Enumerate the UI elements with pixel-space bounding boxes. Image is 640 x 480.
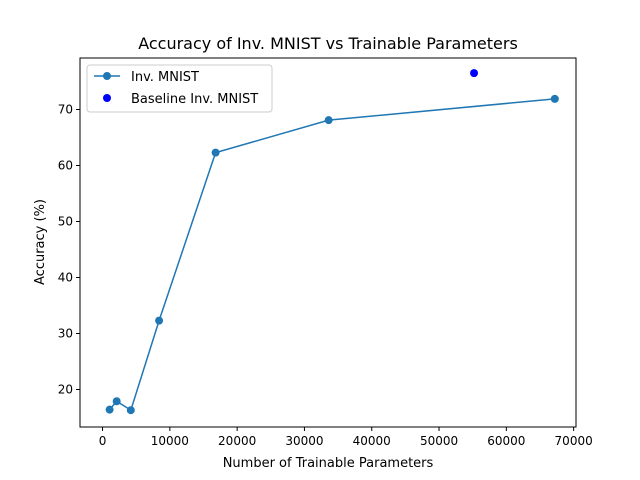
plot-frame [79, 57, 577, 428]
x-tick-label: 50000 [420, 434, 458, 448]
x-tick-label: 0 [99, 434, 107, 448]
x-tick-label: 70000 [555, 434, 593, 448]
x-axis-ticks: 0 10000 20000 30000 40000 50000 60000 70000 [99, 427, 593, 448]
y-axis-ticks: 20 30 40 50 60 70 [58, 103, 80, 396]
legend-marker-baseline-inv-mnist [103, 94, 111, 102]
y-tick-label: 40 [58, 270, 73, 284]
data-point-inv-mnist [324, 116, 333, 125]
legend-label-inv-mnist: Inv. MNIST [131, 70, 199, 85]
y-tick-label: 20 [58, 382, 73, 396]
y-tick-label: 70 [58, 103, 73, 117]
x-tick-label: 30000 [285, 434, 323, 448]
y-tick-label: 50 [58, 215, 73, 229]
legend-label-baseline-inv-mnist: Baseline Inv. MNIST [131, 92, 258, 107]
series-layer [105, 69, 559, 415]
data-point-inv-mnist [105, 405, 114, 414]
y-axis-label: Accuracy (%) [33, 199, 48, 285]
x-tick-label: 60000 [487, 434, 525, 448]
data-point-inv-mnist [550, 94, 559, 103]
legend-box [86, 64, 273, 113]
legend: Inv. MNIST Baseline Inv. MNIST [86, 64, 273, 113]
legend-marker-inv-mnist [103, 72, 111, 80]
series-line-inv-mnist [109, 98, 555, 412]
data-point-baseline-inv-mnist [470, 69, 479, 78]
x-tick-label: 10000 [151, 434, 189, 448]
data-point-inv-mnist [126, 406, 135, 415]
x-axis-label: Number of Trainable Parameters [223, 456, 434, 471]
x-tick-label: 20000 [218, 434, 256, 448]
y-tick-label: 60 [58, 159, 73, 173]
x-tick-label: 40000 [353, 434, 391, 448]
data-point-inv-mnist [211, 148, 220, 157]
data-point-inv-mnist [155, 316, 164, 325]
y-tick-label: 30 [58, 326, 73, 340]
data-point-inv-mnist [112, 397, 121, 406]
chart-title: Accuracy of Inv. MNIST vs Trainable Para… [138, 34, 518, 53]
